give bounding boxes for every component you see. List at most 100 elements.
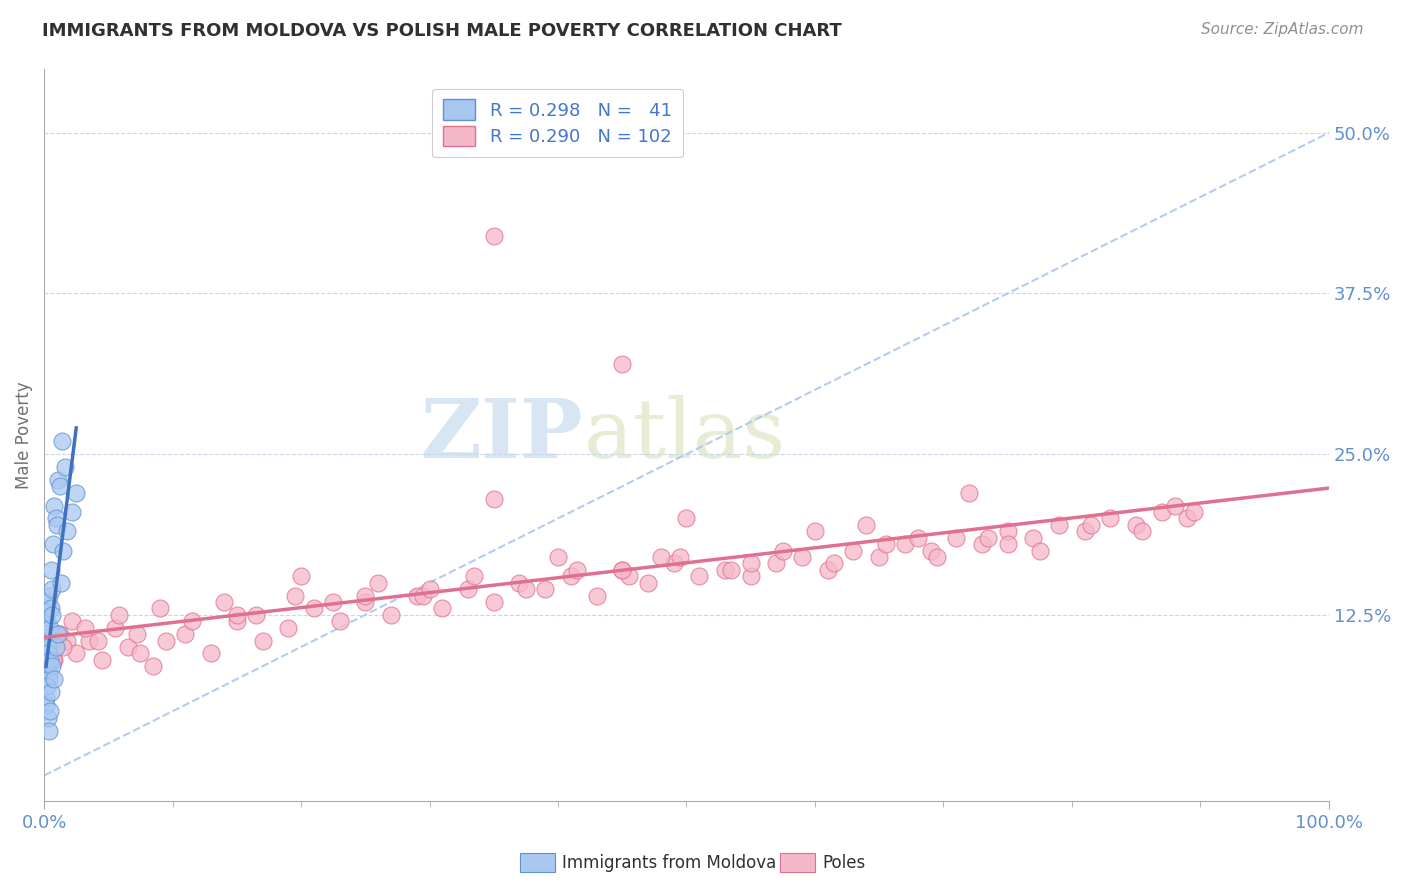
Point [38,633,60,648]
Point [60,614,83,628]
Point [52,543,75,558]
Point [482,228,505,243]
Point [155,633,177,648]
Point [56,524,79,539]
Point [284,589,307,603]
Point [1022,531,1045,545]
Point [107,607,129,622]
Point [37,646,59,660]
Point [612,563,634,577]
Legend: R = 0.298   N =   41, R = 0.290   N = 102: R = 0.298 N = 41, R = 0.290 N = 102 [432,88,683,157]
Point [37,659,59,673]
Text: atlas: atlas [583,395,786,475]
Point [1099,511,1122,525]
Point [225,607,247,622]
Point [38,589,60,603]
Point [252,633,274,648]
Point [412,589,434,603]
Point [39,563,62,577]
Point [1177,511,1199,525]
Point [90,653,112,667]
Point [765,557,787,571]
Point [740,569,762,583]
Point [957,485,980,500]
Point [46,517,69,532]
Point [117,640,139,654]
Point [534,582,557,596]
Point [875,537,897,551]
Point [42,672,65,686]
Point [560,569,582,583]
Point [45,640,67,654]
Point [48,627,70,641]
Point [612,357,634,371]
Point [38,704,60,718]
Point [104,621,127,635]
Point [39,640,62,654]
Point [35,633,58,648]
Point [39,601,62,615]
Point [567,563,589,577]
Point [225,614,247,628]
Point [354,589,377,603]
Point [35,698,58,712]
Point [35,691,58,706]
Point [46,627,69,641]
Point [868,549,890,564]
Point [35,627,58,641]
Point [37,614,59,628]
Point [142,659,165,673]
Point [44,653,66,667]
Point [482,595,505,609]
Point [823,557,845,571]
Point [180,614,202,628]
Point [149,601,172,615]
Point [772,543,794,558]
Point [46,473,69,487]
Point [1028,543,1050,558]
Point [817,563,839,577]
Point [38,621,60,635]
Point [48,479,70,493]
Point [463,569,485,583]
Point [688,569,710,583]
Point [842,543,865,558]
Point [432,601,454,615]
Point [907,531,929,545]
Point [37,595,59,609]
Text: Immigrants from Moldova: Immigrants from Moldova [562,854,776,871]
Point [547,549,569,564]
Point [322,595,344,609]
Point [997,537,1019,551]
Point [52,640,75,654]
Point [77,633,100,648]
Point [508,575,530,590]
Point [585,589,607,603]
Point [977,531,1000,545]
Point [612,563,634,577]
Point [457,582,479,596]
Point [380,607,402,622]
Point [855,517,877,532]
Point [45,511,67,525]
Point [405,589,427,603]
Point [925,549,948,564]
Point [37,711,59,725]
Point [35,653,58,667]
Point [38,665,60,680]
Point [125,627,148,641]
Point [42,537,65,551]
Point [945,531,967,545]
Point [41,659,63,673]
Point [675,511,697,525]
Point [174,627,197,641]
Point [482,492,505,507]
Point [65,485,87,500]
Text: Source: ZipAtlas.com: Source: ZipAtlas.com [1201,22,1364,37]
Point [38,672,60,686]
Point [894,537,917,551]
Point [367,575,389,590]
Point [302,601,325,615]
Point [38,723,60,738]
Point [1125,517,1147,532]
